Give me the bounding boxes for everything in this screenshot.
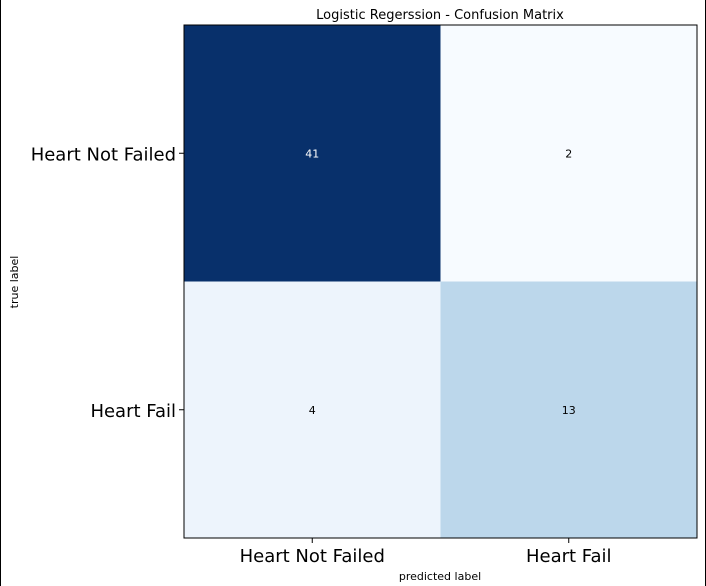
x-tick-label-1: Heart Fail — [526, 546, 612, 567]
y-tick-label-1: Heart Fail — [90, 401, 176, 422]
chart-title: Logistic Regerssion - Confusion Matrix — [316, 8, 564, 23]
heatmap-cell-0-1 — [440, 25, 697, 282]
y-axis-label: true label — [8, 256, 21, 309]
y-tick-label-0: Heart Not Failed — [31, 144, 176, 165]
x-axis-label: predicted label — [399, 570, 481, 583]
cell-value-label-0-1: 2 — [565, 147, 572, 160]
heatmap-cell-1-1 — [440, 281, 697, 538]
cell-value-label-0-0: 41 — [305, 147, 319, 160]
x-tick-label-0: Heart Not Failed — [240, 546, 385, 567]
heatmap-cell-1-0 — [184, 281, 441, 538]
cell-value-label-1-0: 4 — [309, 404, 316, 417]
plot-border — [183, 24, 698, 539]
heatmap-cells: 41 2 4 13 — [184, 25, 697, 538]
y-ticks: Heart Not Failed Heart Fail — [31, 144, 184, 422]
heatmap-cell-0-0 — [184, 25, 441, 282]
x-ticks: Heart Not Failed Heart Fail — [240, 538, 612, 567]
cell-value-label-1-1: 13 — [562, 404, 576, 417]
